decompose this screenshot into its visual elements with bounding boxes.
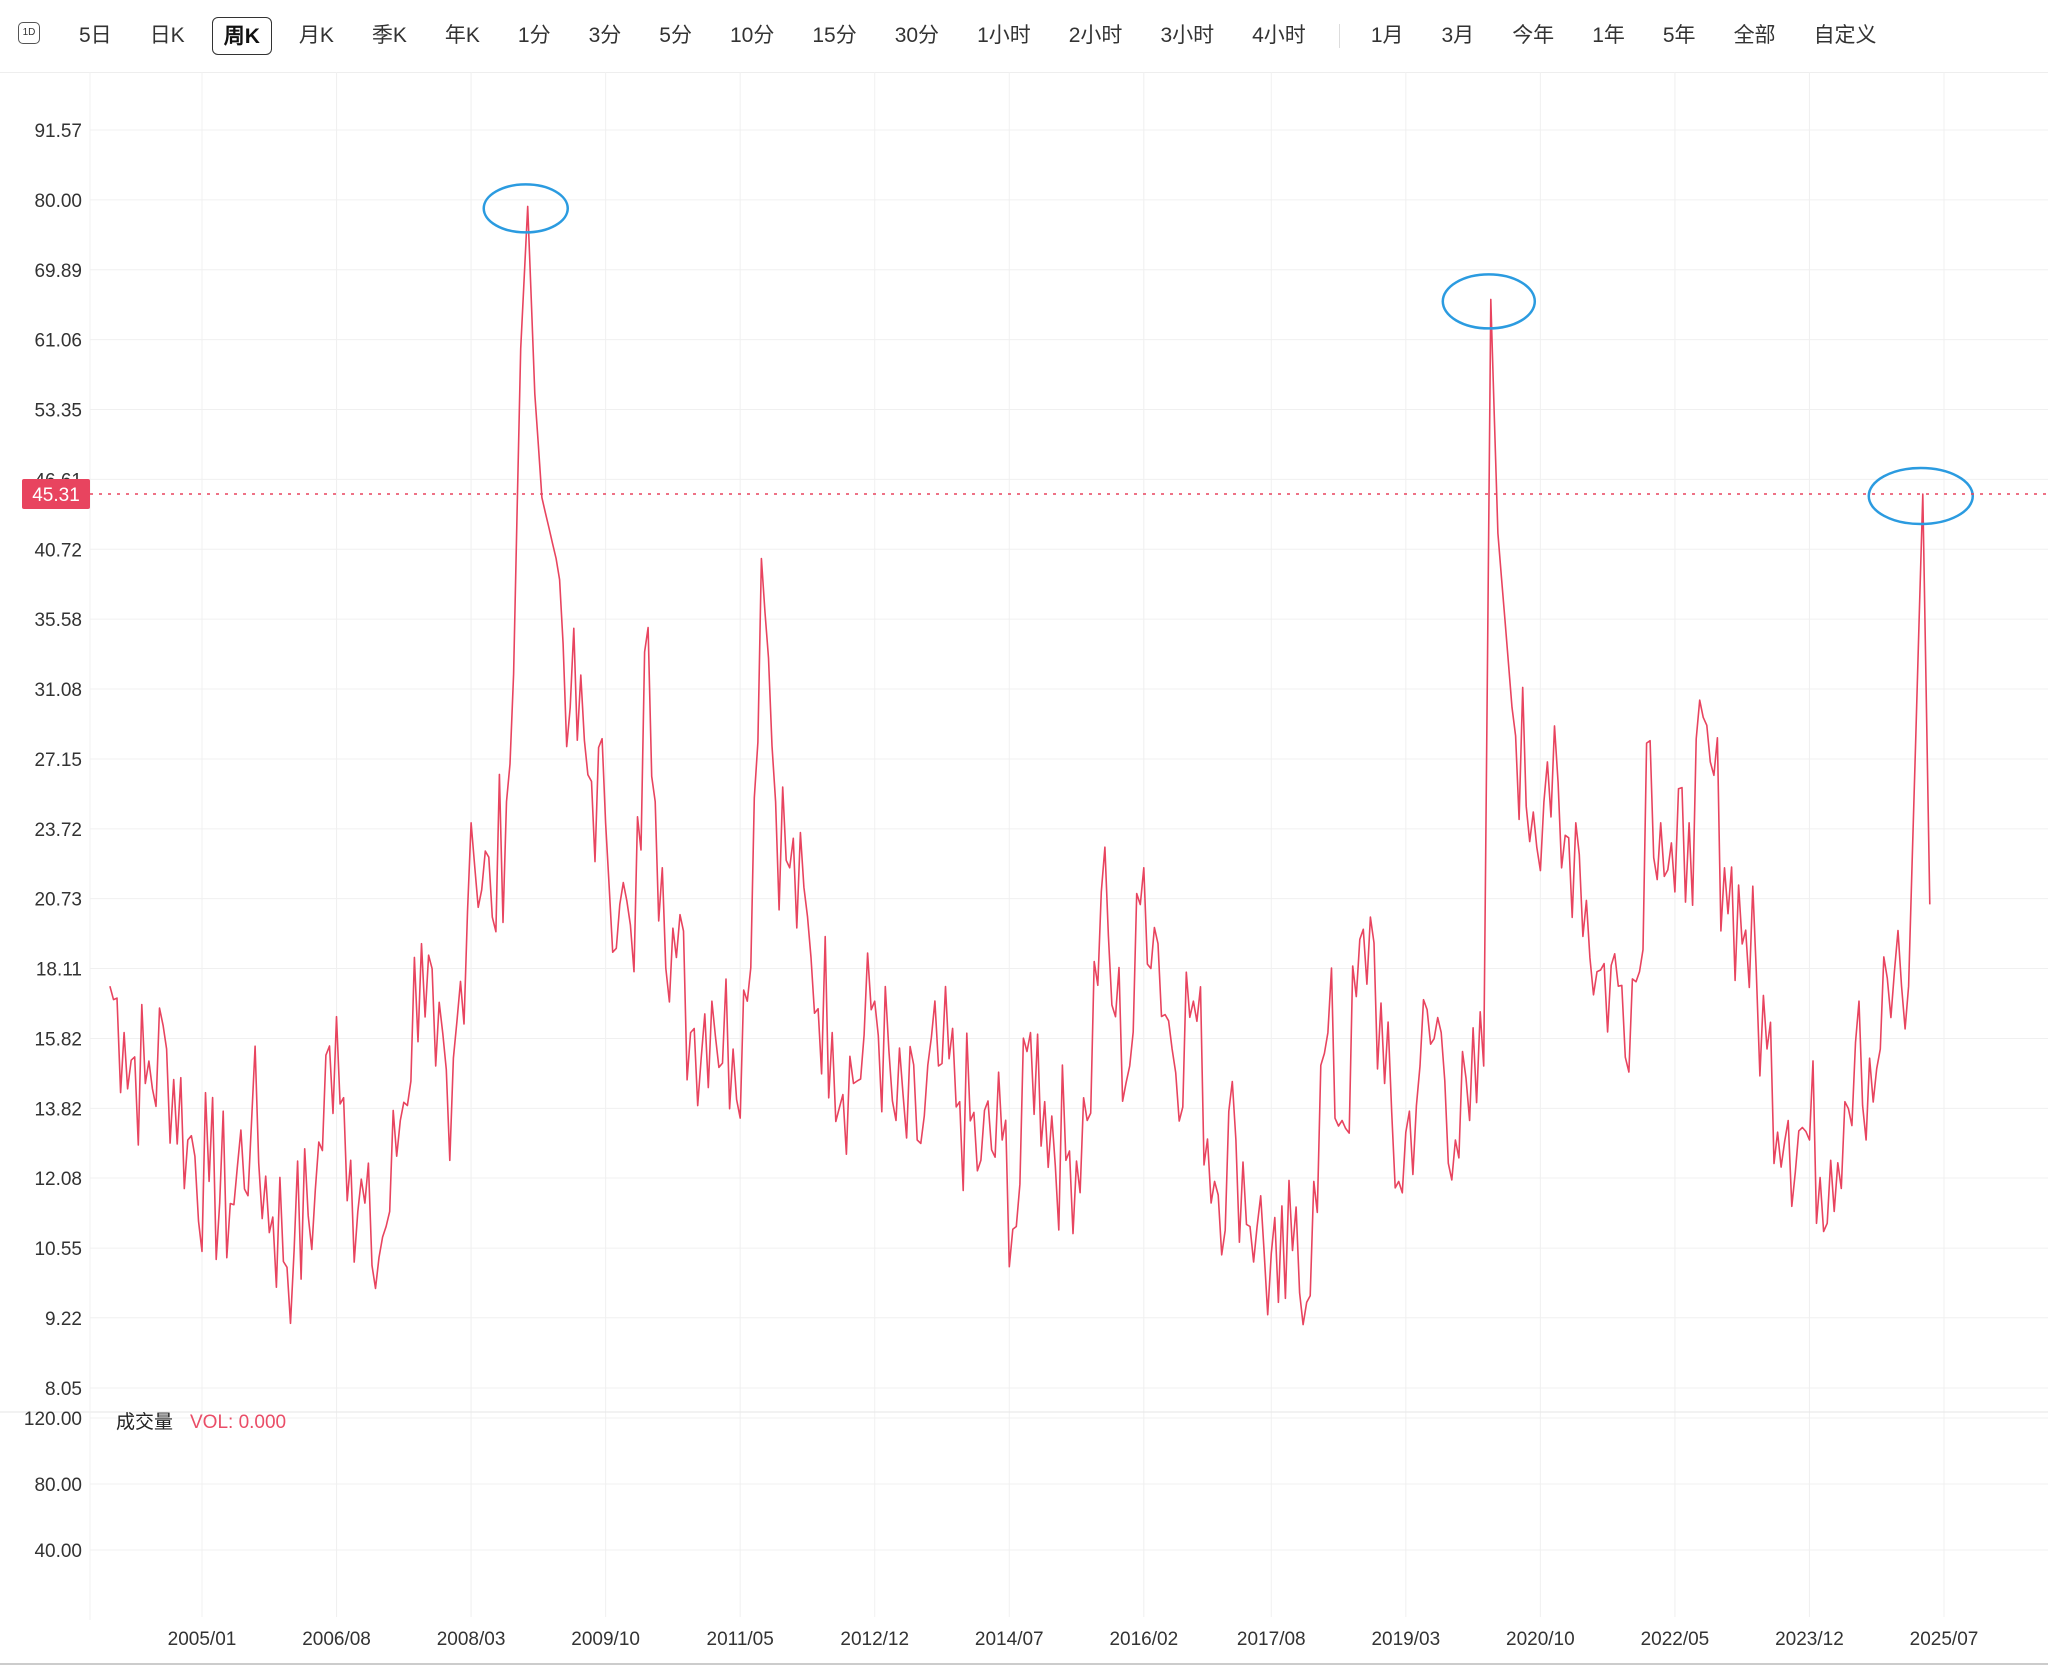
x-axis-ticks: 2005/01 2006/08 2008/03 2009/10 2011/05 2012/… bbox=[0, 72, 2048, 1665]
y-tick-label: 61.06 bbox=[34, 331, 82, 352]
current-price-badge bbox=[22, 479, 90, 510]
y-tick-label: 9.22 bbox=[45, 1309, 82, 1330]
volume-tick-label: 40.00 bbox=[34, 1541, 82, 1562]
period-tab-9[interactable]: 10分 bbox=[729, 24, 775, 47]
volume-tick-label: 120.00 bbox=[24, 1409, 82, 1430]
x-tick-label: 2019/03 bbox=[1371, 1629, 1440, 1650]
range-tab-2[interactable]: 今年 bbox=[1512, 24, 1555, 47]
period-tab-3[interactable]: 月K bbox=[298, 24, 334, 47]
x-tick-label: 2016/02 bbox=[1109, 1629, 1178, 1650]
y-tick-label: 53.35 bbox=[34, 401, 82, 422]
x-tick-label: 2020/10 bbox=[1506, 1629, 1575, 1650]
range-tab-0[interactable]: 1月 bbox=[1370, 24, 1404, 47]
x-tick-label: 2009/10 bbox=[571, 1629, 640, 1650]
current-price-value: 45.31 bbox=[32, 485, 80, 506]
range-tab-6[interactable]: 自定义 bbox=[1813, 24, 1877, 47]
x-tick-label: 2022/05 bbox=[1641, 1629, 1710, 1650]
price-series bbox=[109, 205, 1931, 1326]
x-tick-label: 2017/08 bbox=[1237, 1629, 1306, 1650]
period-tab-11[interactable]: 30分 bbox=[894, 24, 940, 47]
peak-marker-circle bbox=[1867, 466, 1975, 526]
y-tick-label: 69.89 bbox=[34, 261, 82, 282]
period-tab-10[interactable]: 15分 bbox=[812, 24, 857, 47]
period-tab-6[interactable]: 1分 bbox=[517, 24, 551, 47]
period-tab-8[interactable]: 5分 bbox=[659, 24, 692, 47]
period-tab-5[interactable]: 年K bbox=[444, 24, 480, 47]
x-tick-label: 2025/07 bbox=[1910, 1629, 1979, 1650]
period-tab-1[interactable]: 日K bbox=[149, 24, 185, 47]
toolbar-items: 5日 日K 周K 月K 季K 年K 1分 3分 5分 10分 15分 30分 1小时 2小时 3小时 4小时 1… bbox=[68, 16, 1904, 56]
period-tab-2[interactable]: 周K bbox=[211, 17, 272, 55]
period-toolbar: 1D 5日 日K 周K 月K 季K 年K 1分 3分 5分 10分 15分 30分 1小时 2小时 3小时 4… bbox=[0, 0, 2048, 73]
x-tick-label: 2014/07 bbox=[975, 1629, 1044, 1650]
y-tick-label: 15.82 bbox=[34, 1029, 82, 1050]
x-tick-label: 2006/08 bbox=[302, 1629, 371, 1650]
x-tick-label: 2012/12 bbox=[840, 1629, 909, 1650]
x-tick-label: 2011/05 bbox=[707, 1629, 774, 1650]
period-tab-15[interactable]: 4小时 bbox=[1252, 24, 1306, 47]
period-tab-7[interactable]: 3分 bbox=[588, 24, 622, 47]
range-tab-5[interactable]: 全部 bbox=[1733, 24, 1776, 47]
y-axis-ticks: 91.5780.0069.8961.0653.3546.6140.7235.58… bbox=[34, 121, 82, 1400]
y-tick-label: 23.72 bbox=[34, 820, 82, 841]
volume-value: VOL: 0.000 bbox=[190, 1412, 286, 1433]
y-tick-label: 40.72 bbox=[34, 540, 82, 561]
y-tick-label: 31.08 bbox=[34, 680, 82, 701]
period-tab-4[interactable]: 季K bbox=[371, 24, 407, 47]
period-tab-13[interactable]: 2小时 bbox=[1068, 24, 1123, 47]
volume-tick-label: 80.00 bbox=[34, 1475, 82, 1496]
peak-markers bbox=[482, 183, 1975, 526]
current-price: 45.31 bbox=[22, 479, 2048, 510]
price-line bbox=[109, 205, 1931, 1326]
y-tick-label: 18.11 bbox=[36, 960, 82, 981]
peak-marker-circle bbox=[1441, 273, 1537, 330]
volume-panel: 成交量 VOL: 0.000 120.00 80.00 40.00 bbox=[24, 1409, 286, 1562]
period-tab-0[interactable]: 5日 bbox=[79, 24, 112, 47]
range-tab-4[interactable]: 5年 bbox=[1662, 24, 1696, 47]
range-tab-3[interactable]: 1年 bbox=[1592, 24, 1625, 47]
y-tick-label: 27.15 bbox=[34, 750, 82, 771]
volume-label: 成交量 bbox=[116, 1411, 173, 1433]
y-tick-label: 10.55 bbox=[34, 1239, 82, 1260]
y-tick-label: 80.00 bbox=[34, 191, 82, 212]
y-tick-label: 35.58 bbox=[34, 610, 82, 631]
y-tick-label: 91.57 bbox=[34, 121, 82, 142]
x-tick-label: 2008/03 bbox=[437, 1629, 506, 1650]
toolbar-divider bbox=[1338, 24, 1340, 48]
interval-icon[interactable]: 1D bbox=[18, 22, 40, 44]
peak-marker-circle bbox=[482, 183, 569, 234]
y-tick-label: 20.73 bbox=[34, 890, 82, 911]
x-tick-label: 2005/01 bbox=[168, 1629, 237, 1650]
period-tab-14[interactable]: 3小时 bbox=[1160, 24, 1215, 47]
x-tick-label: 2023/12 bbox=[1775, 1629, 1844, 1650]
range-tab-1[interactable]: 3月 bbox=[1441, 24, 1475, 47]
y-tick-label: 12.08 bbox=[34, 1169, 82, 1190]
y-tick-label: 13.82 bbox=[34, 1099, 82, 1120]
y-tick-label: 8.05 bbox=[45, 1379, 82, 1400]
period-tab-12[interactable]: 1小时 bbox=[977, 24, 1031, 47]
grid bbox=[0, 72, 2048, 1617]
